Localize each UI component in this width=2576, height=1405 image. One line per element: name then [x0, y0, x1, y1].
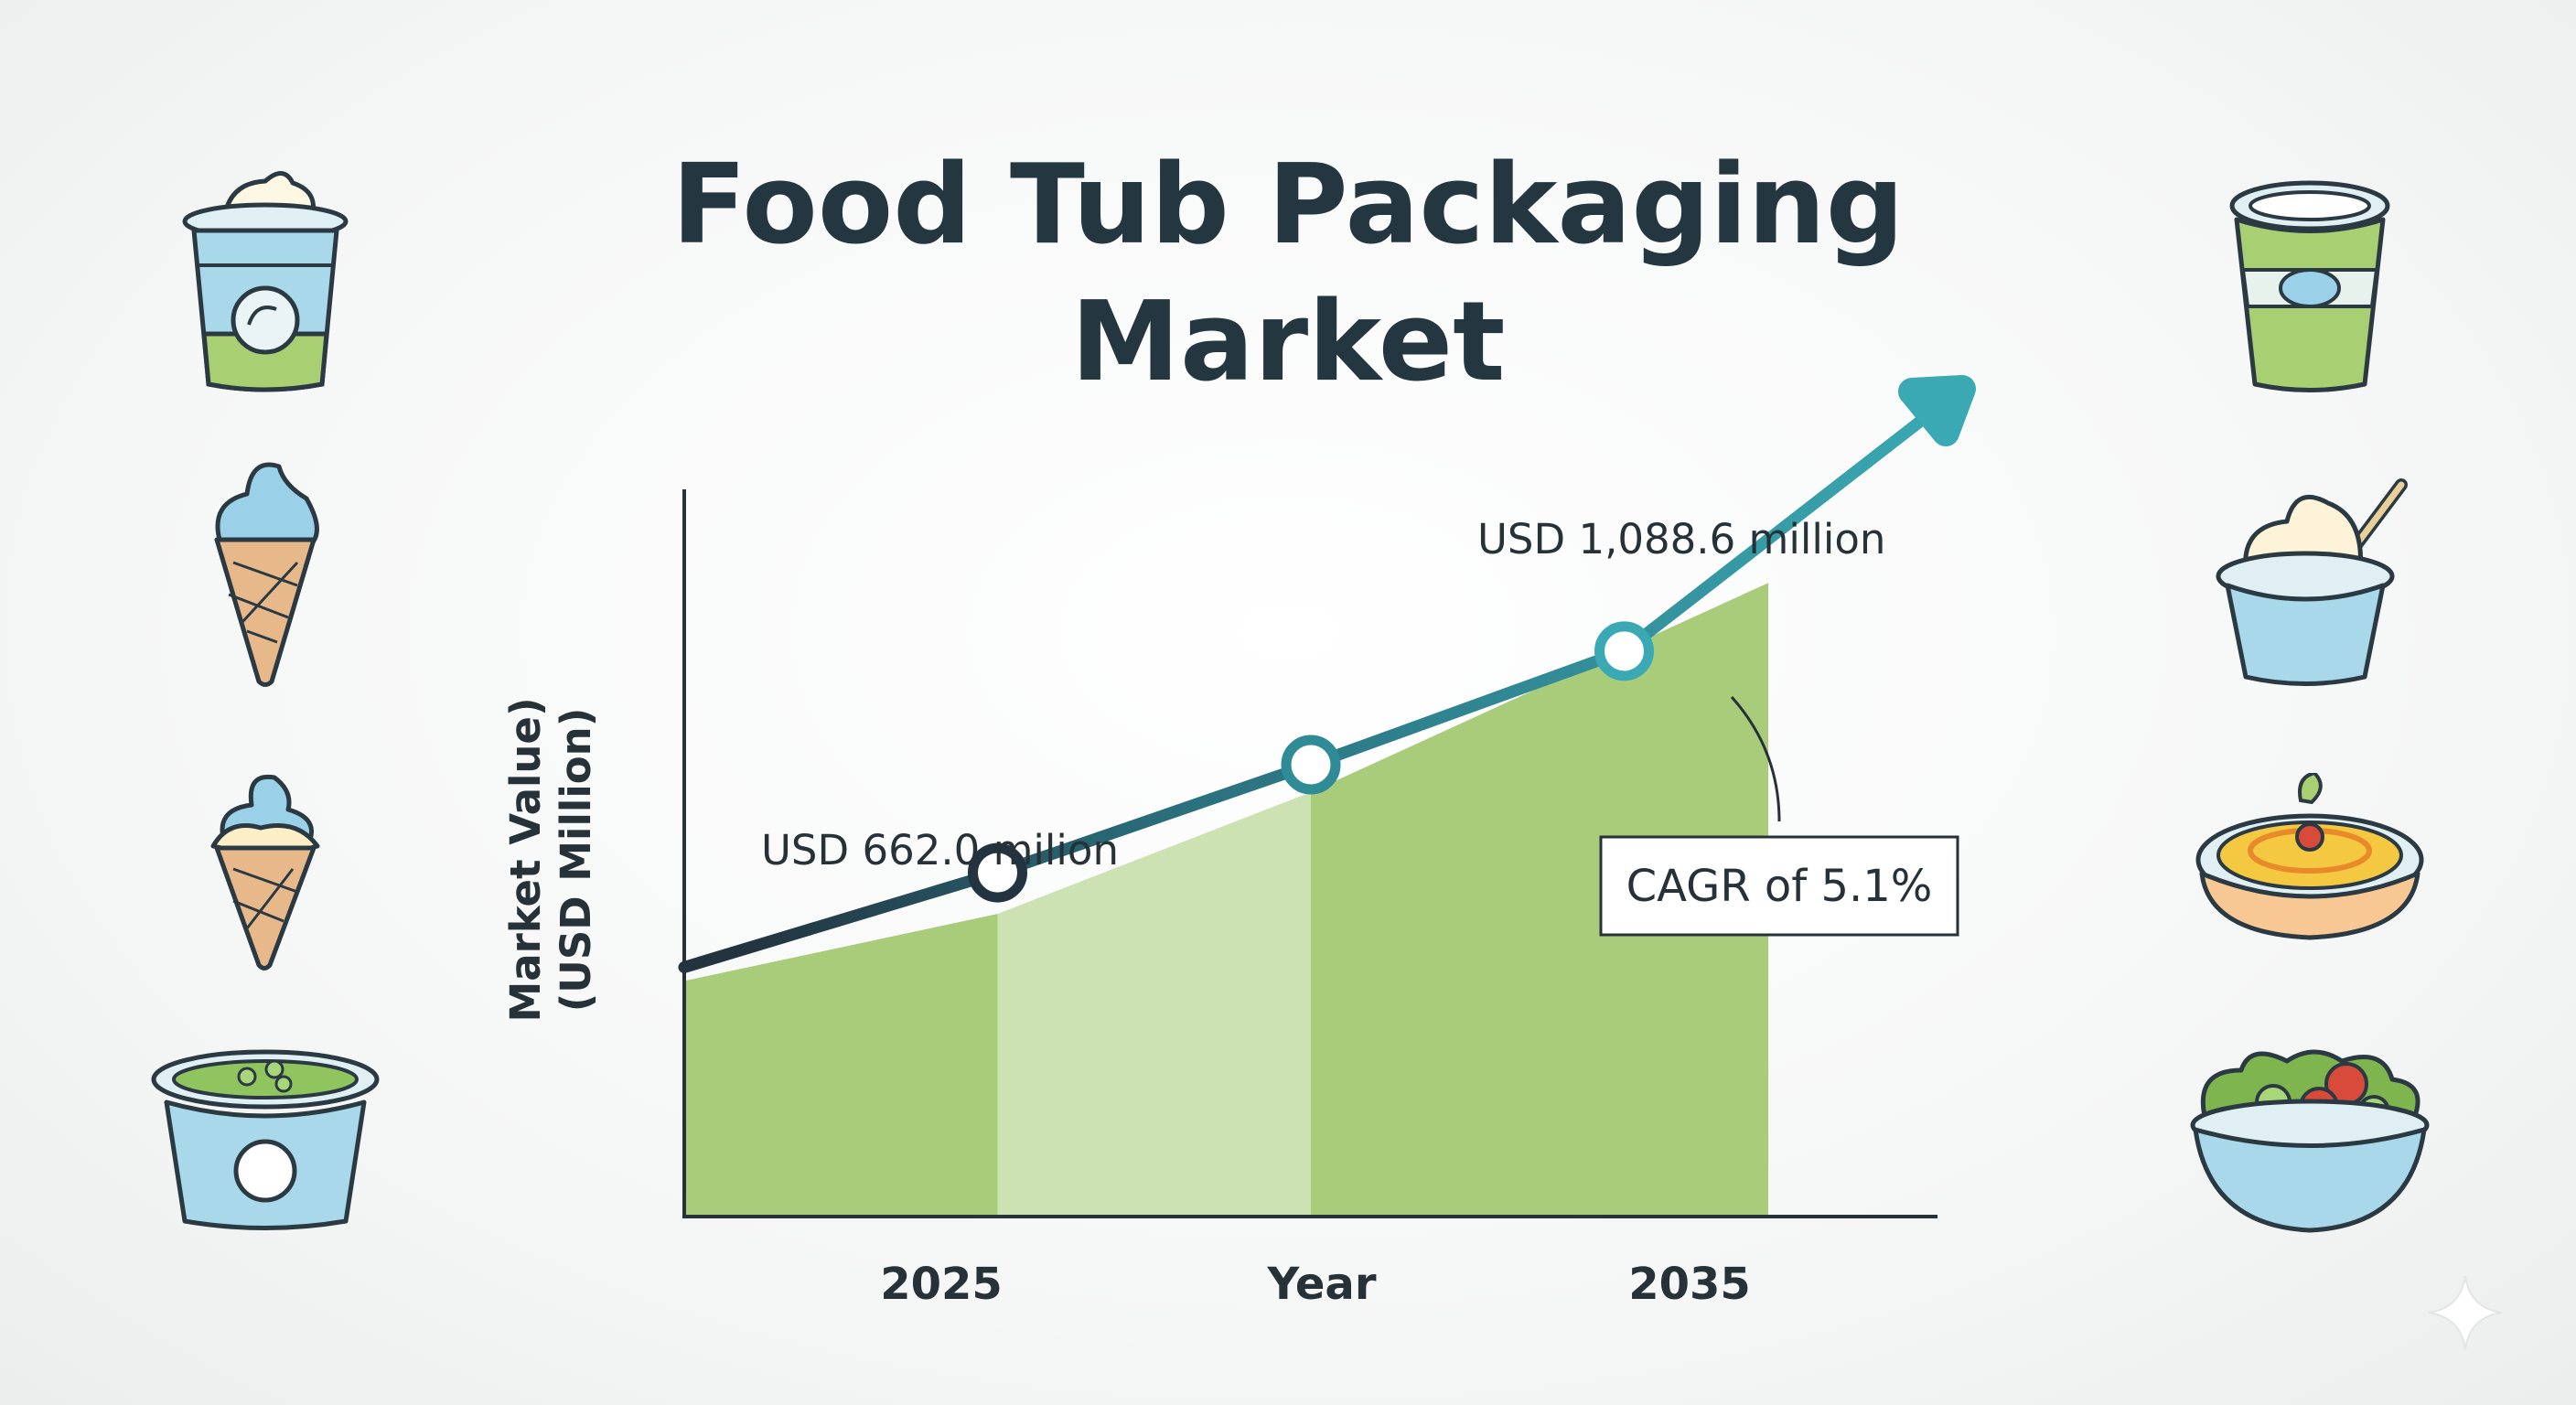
trend-arrow-head [1898, 375, 1976, 446]
sparkle-icon [2428, 1275, 2503, 1350]
area-segment [1311, 583, 1769, 1215]
cagr-leader-line [1730, 695, 1781, 822]
dip-bowl-icon [2195, 773, 2424, 940]
data-point-marker [1594, 621, 1654, 681]
title-line-2: Market [1070, 279, 1506, 406]
area-segment [684, 914, 998, 1215]
yogurt-spoon-tub-icon [2216, 478, 2408, 686]
ice-cream-cone-icon [214, 462, 319, 687]
x-tick-2035: 2035 [1628, 1259, 1751, 1310]
end-value-label: USD 1,088.6 million [1477, 515, 1885, 563]
green-yogurt-cup-icon [2229, 180, 2390, 392]
title-line-1: Food Tub Packaging [671, 142, 1905, 269]
x-tick-2025: 2025 [880, 1259, 1003, 1310]
area-segment [997, 791, 1311, 1215]
x-axis-title: Year [1267, 1259, 1377, 1310]
pea-soup-tub-icon [151, 1049, 380, 1230]
data-point-marker [968, 842, 1027, 903]
cagr-label: CAGR of 5.1% [1626, 861, 1933, 912]
y-axis-title-line-1: Market Value) [501, 697, 550, 1022]
y-axis-title-line-2: (USD Million) [552, 708, 600, 1013]
salad-bowl-icon [2190, 1049, 2430, 1233]
start-value-label: USD 662.0 milion [761, 826, 1119, 874]
soft-serve-cone-icon [210, 774, 320, 971]
page-title: Food Tub Packaging Market [0, 137, 2576, 412]
cagr-box [1599, 835, 1959, 937]
data-point-marker [1281, 735, 1341, 795]
yogurt-cup-icon [182, 171, 349, 392]
